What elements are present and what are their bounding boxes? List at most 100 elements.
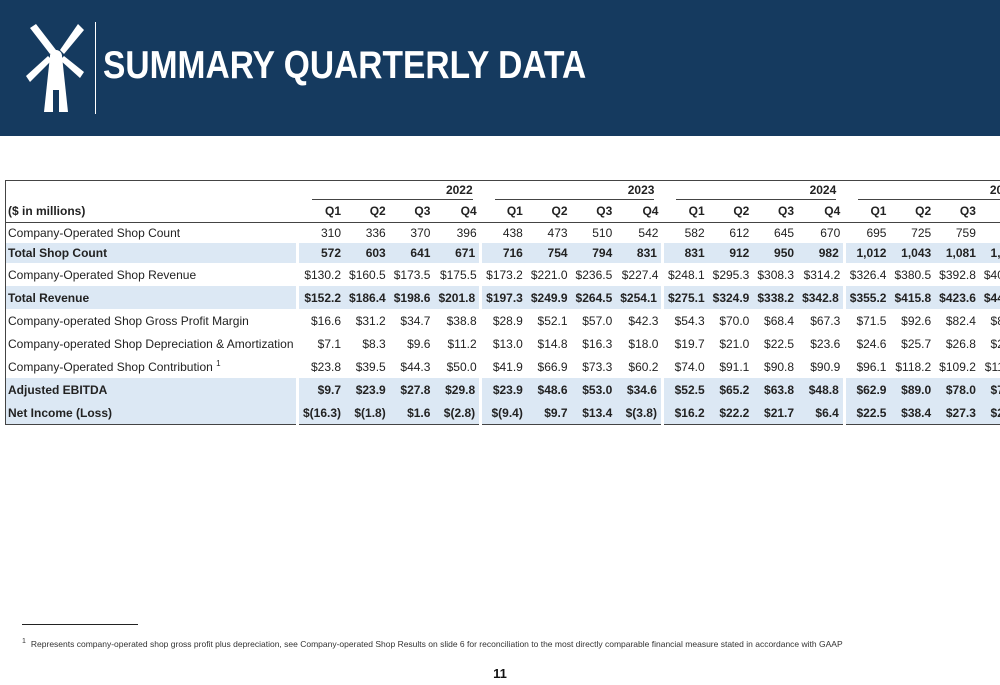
table-cell: $29.8 (434, 378, 481, 401)
row-label: Net Income (Loss) (5, 401, 298, 425)
table-row: Company-Operated Shop Contribution 1 $23.… (6, 355, 1000, 378)
table-cell: $11.2 (447, 336, 477, 351)
table-cell: $21.7 (753, 401, 799, 425)
table-cell: 641 (389, 243, 435, 263)
table-cell: 831 (660, 243, 709, 263)
table-cell: 912 (708, 243, 754, 263)
table-cell: 811 (980, 223, 1000, 244)
footnote: 1 Represents company-operated shop gross … (22, 638, 843, 649)
table-cell: $66.9 (537, 359, 568, 374)
table-cell: $16.6 (311, 313, 342, 328)
table-cell: $70.0 (719, 313, 750, 328)
table-cell: $173.5 (393, 267, 431, 282)
table-cell: $48.6 (526, 378, 572, 401)
table-cell: $27.8 (389, 378, 435, 401)
table-cell: $(9.4) (479, 401, 527, 425)
table-cell: 473 (547, 226, 568, 240)
table-cell: $201.8 (434, 286, 481, 309)
table-cell: $186.4 (345, 286, 390, 309)
table-cell: $308.3 (757, 267, 795, 282)
table-cell: 1,136 (979, 243, 1000, 263)
table-cell: $423.6 (935, 286, 980, 309)
table-cell: $89.0 (890, 378, 936, 401)
row-label: Company-Operated Shop Revenue (8, 267, 197, 282)
table-cell: $72.6 (979, 378, 1000, 401)
table-cell: $221.0 (530, 267, 568, 282)
table-row: Net Income (Loss) $(16.3) $(1.8) $1.6 $(2.8)… (5, 401, 1000, 425)
table-cell: $9.7 (526, 401, 572, 425)
footnote-rule (22, 624, 138, 625)
table-cell: $118.2 (895, 359, 932, 374)
table-cell: $175.5 (439, 267, 477, 282)
table-cell: $22.2 (708, 401, 754, 425)
year-header: 2025 (844, 181, 1000, 201)
table-cell: 831 (616, 243, 663, 263)
quarter-header-row: ($ in millions) Q1 Q2 Q3 Q4 Q1 Q2 Q3 Q4 … (5, 200, 1000, 223)
table-cell: $160.5 (349, 267, 386, 282)
table-cell: $19.7 (674, 336, 705, 351)
table-cell: 754 (526, 243, 572, 263)
table-cell: $24.6 (856, 336, 887, 351)
quarter-header: Q2 (890, 200, 936, 223)
table-cell: $52.1 (537, 313, 568, 328)
table-cell: $34.6 (616, 378, 663, 401)
table-cell: $16.2 (660, 401, 709, 425)
table-cell: $7.1 (317, 336, 342, 351)
table-cell: $60.2 (628, 359, 659, 374)
table-cell: $74.0 (674, 359, 705, 374)
footnote-text: Represents company-operated shop gross p… (30, 638, 843, 649)
table-cell: $248.1 (667, 267, 705, 282)
table-cell: $53.0 (571, 378, 617, 401)
table-cell: $113.1 (984, 359, 1000, 374)
table-cell: $(3.8) (616, 401, 663, 425)
table-cell: $342.8 (798, 286, 845, 309)
row-label: Company-Operated Shop Count (8, 226, 181, 240)
table-cell: $38.4 (890, 401, 936, 425)
table-cell: 695 (866, 226, 887, 240)
page-number: 11 (493, 666, 507, 681)
table-cell: $(1.8) (345, 401, 390, 425)
table-cell: $22.5 (842, 401, 891, 425)
table-cell: $52.5 (660, 378, 709, 401)
table-cell: $(16.3) (296, 401, 346, 425)
table-cell: $295.3 (712, 267, 750, 282)
table-cell: 1,081 (935, 243, 980, 263)
table-cell: $63.8 (753, 378, 799, 401)
table-cell: $249.9 (526, 286, 572, 309)
table-cell: 582 (684, 226, 705, 240)
quarter-header: Q4 (979, 200, 1000, 223)
table-cell: $73.3 (582, 359, 613, 374)
table-cell: $29.2 (979, 401, 1000, 425)
table-cell: $44.3 (400, 359, 431, 374)
page-title: SUMMARY QUARTERLY DATA (103, 44, 587, 87)
table-cell: $314.2 (803, 267, 841, 282)
table-row: Company-Operated Shop Count 310 336 370 396 4… (6, 223, 1000, 244)
table-cell: $96.1 (856, 359, 887, 374)
table-cell: $23.8 (311, 359, 342, 374)
table-cell: $236.5 (575, 267, 613, 282)
table-cell: $27.3 (935, 401, 980, 425)
table-cell: $39.5 (355, 359, 386, 374)
table-row: Company-Operated Shop Revenue $130.2 $160.… (6, 263, 1000, 286)
table-cell: 572 (296, 243, 346, 263)
table-row: Total Shop Count 572 603 641 671 716 754 794 831… (5, 243, 1000, 263)
table-cell: 982 (798, 243, 845, 263)
table-cell: 725 (911, 226, 932, 240)
table-cell: $109.2 (939, 359, 976, 374)
table-cell: $71.5 (856, 313, 887, 328)
table-cell: $415.8 (890, 286, 936, 309)
table-row: Adjusted EBITDA $9.7 $23.9 $27.8 $29.8 $23.9 $… (5, 378, 1000, 401)
table-cell: $34.7 (400, 313, 431, 328)
table-cell: $197.3 (479, 286, 527, 309)
table-cell: $21.0 (719, 336, 750, 351)
quarter-header: Q3 (753, 200, 799, 223)
table-cell: $254.1 (616, 286, 663, 309)
year-header: 2024 (662, 181, 844, 201)
quarter-header: Q4 (434, 200, 481, 223)
table-cell: $227.4 (621, 267, 659, 282)
table-cell: $18.0 (628, 336, 659, 351)
table-cell: $28.9 (492, 313, 523, 328)
table-cell: $152.2 (296, 286, 346, 309)
table-cell: 950 (753, 243, 799, 263)
year-header-empty (6, 181, 298, 201)
